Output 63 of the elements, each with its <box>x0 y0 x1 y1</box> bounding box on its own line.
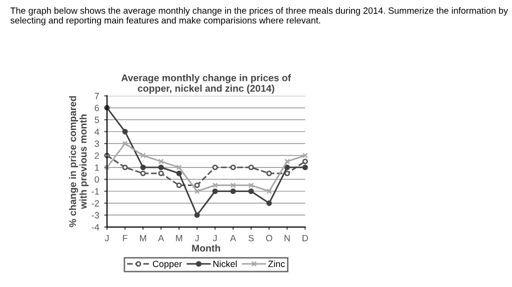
point <box>284 158 290 164</box>
point <box>266 188 272 194</box>
point <box>302 158 308 164</box>
point <box>212 182 218 188</box>
y-tick-label: 0 <box>94 176 100 183</box>
point <box>266 200 272 206</box>
point <box>266 170 272 176</box>
y-tick-label: -1 <box>92 188 99 195</box>
y-axis-title: % change in price compared with previous month <box>68 96 89 228</box>
x-tick-label: S <box>248 234 254 242</box>
x-tick-label: M <box>140 234 146 242</box>
x-tick-label: J <box>194 234 199 242</box>
point <box>302 164 308 170</box>
legend-label: Nickel <box>213 260 237 268</box>
x-tick-label: J <box>104 234 109 242</box>
y-tick-label: -4 <box>92 224 100 230</box>
point <box>176 182 182 188</box>
point <box>284 170 290 176</box>
point <box>194 212 200 218</box>
y-tick-label: 7 <box>94 92 99 100</box>
y-tick-label: 6 <box>94 104 99 112</box>
x-axis-title: Month <box>192 244 220 252</box>
point <box>158 158 164 164</box>
point <box>248 188 254 194</box>
point <box>140 164 146 170</box>
point <box>230 164 236 170</box>
x-tick-label: J <box>212 234 217 242</box>
point <box>158 170 164 176</box>
text: The graph below shows the average monthly change in the prices of three meals during 2014. Summerize the information by selecting and reporting main features and make comparisions where relevant. <box>10 7 508 26</box>
point <box>248 182 254 188</box>
y-tick-label: -3 <box>92 212 99 218</box>
chart-title: Average monthly change in prices of copper, nickel and zinc (2014) <box>121 74 292 94</box>
point <box>230 182 236 188</box>
point <box>122 140 128 146</box>
y-tick-label: -2 <box>92 200 99 206</box>
y-tick-label: 2 <box>94 152 99 159</box>
x-tick-label: N <box>284 234 290 242</box>
point <box>122 164 128 170</box>
x-tick-label: A <box>230 234 236 242</box>
y-tick-label: 3 <box>94 140 99 147</box>
point <box>122 128 128 134</box>
point <box>212 164 218 170</box>
point <box>176 170 182 176</box>
x-tick-label: O <box>266 234 272 242</box>
point <box>284 164 290 170</box>
y-tick-label: 4 <box>94 128 100 135</box>
point <box>230 188 236 194</box>
x-tick-label: F <box>123 234 128 242</box>
point <box>176 164 182 170</box>
y-tick-label: 5 <box>94 116 99 124</box>
x-tick-label: M <box>176 234 182 242</box>
point <box>140 152 146 158</box>
y-tick-label: 1 <box>95 164 99 171</box>
point <box>194 182 200 188</box>
legend-label: Zinc <box>268 260 285 268</box>
point <box>212 188 218 194</box>
point <box>140 170 146 176</box>
point <box>248 164 254 170</box>
x-tick-label: A <box>158 234 164 242</box>
x-tick-label: D <box>302 234 308 242</box>
point <box>194 188 200 194</box>
legend-label: Copper <box>152 260 182 269</box>
point <box>158 164 164 170</box>
